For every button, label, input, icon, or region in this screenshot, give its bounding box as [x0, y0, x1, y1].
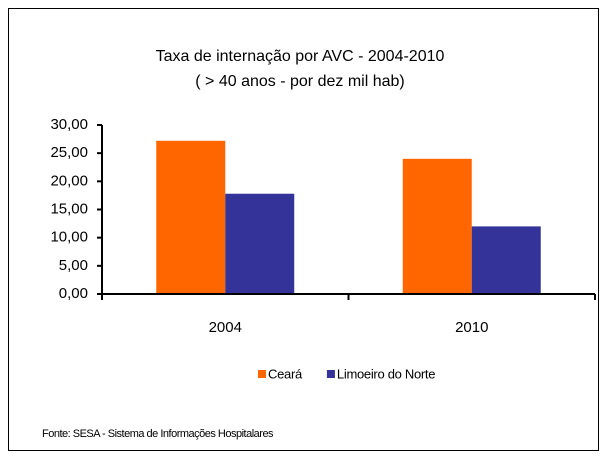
bar	[156, 140, 226, 294]
legend-label: Limoeiro do Norte	[337, 366, 435, 381]
x-tick-label: 2004	[209, 319, 242, 336]
y-tick-label: 25,00	[50, 144, 88, 161]
bar	[471, 226, 541, 294]
y-tick-label: 20,00	[50, 172, 88, 189]
y-tick-label: 15,00	[50, 200, 88, 217]
y-tick-label: 0,00	[59, 285, 88, 302]
legend-label: Ceará	[268, 366, 303, 381]
y-tick-label: 5,00	[59, 257, 88, 274]
legend-swatch	[258, 370, 266, 378]
x-tick-label: 2010	[455, 319, 488, 336]
chart-subtitle: ( > 40 anos - por dez mil hab)	[195, 73, 404, 90]
source-note: Fonte: SESA - Sistema de Informações Hos…	[42, 428, 274, 440]
y-tick-label: 30,00	[50, 116, 88, 133]
chart-title: Taxa de internação por AVC - 2004-2010	[156, 48, 445, 65]
legend-swatch	[326, 370, 335, 378]
y-tick-label: 10,00	[50, 229, 88, 246]
bar	[402, 158, 472, 294]
bar	[225, 193, 295, 294]
